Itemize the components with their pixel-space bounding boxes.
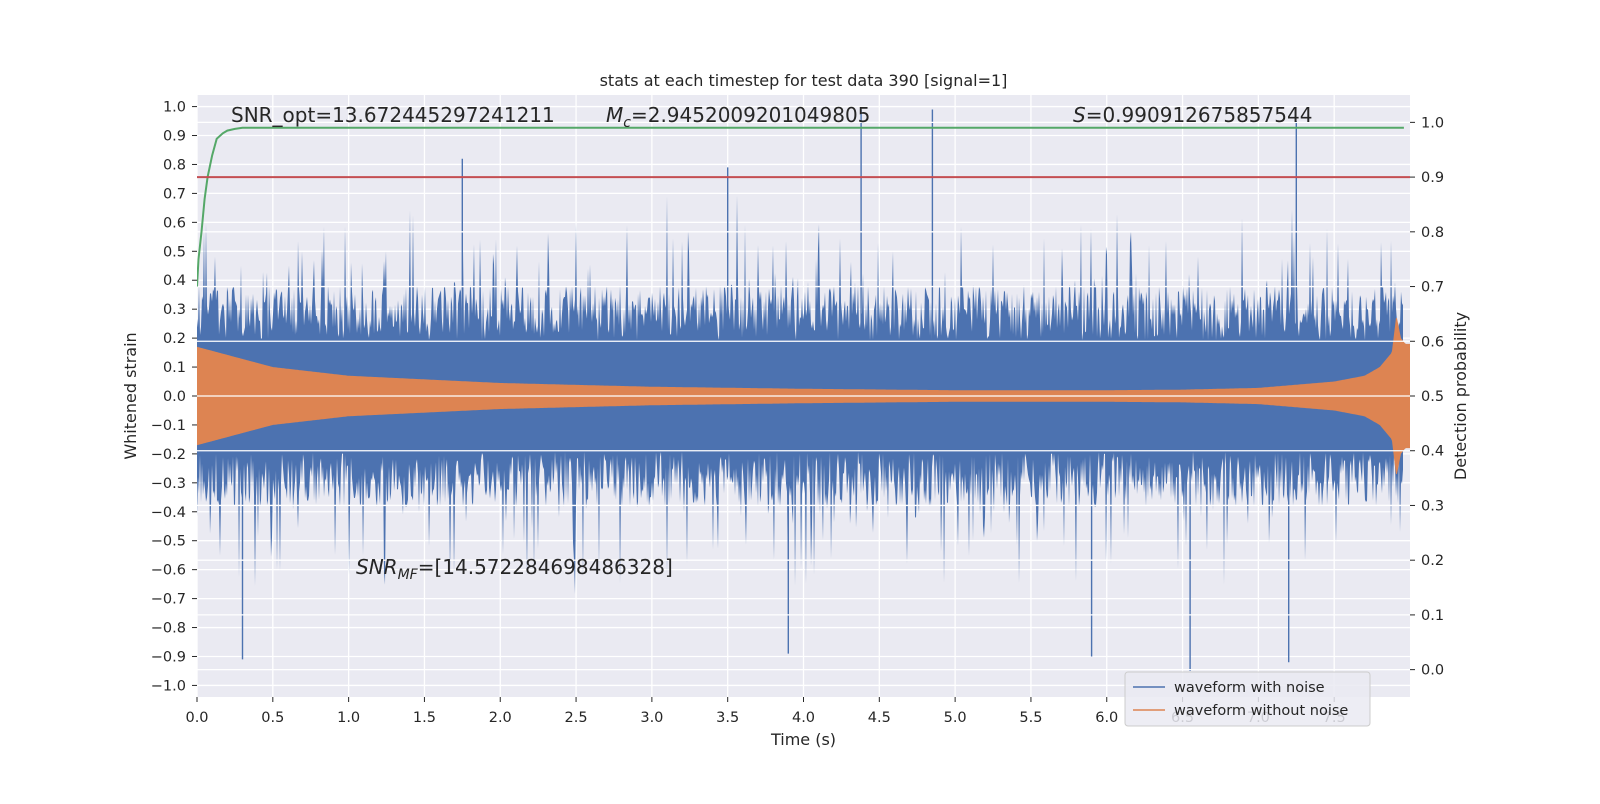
y2-tick-label-2: 0.8 bbox=[1421, 225, 1444, 241]
y2-tick-label-10: 0.0 bbox=[1421, 663, 1444, 679]
x-tick-label-9: 4.5 bbox=[868, 710, 891, 726]
x-tick-label-0: 0.0 bbox=[185, 710, 208, 726]
y-tick-label-3: 0.7 bbox=[163, 186, 186, 202]
annotation-snr-opt: SNR_opt=13.672445297241211 bbox=[231, 103, 555, 127]
y2-tick-label-4: 0.6 bbox=[1421, 334, 1444, 350]
x-tick-label-2: 1.0 bbox=[337, 710, 360, 726]
y-tick-label-10: 0.0 bbox=[163, 389, 186, 405]
legend-label-waveform-without-noise: waveform without noise bbox=[1174, 703, 1348, 719]
y-tick-label-11: −0.1 bbox=[151, 418, 186, 434]
x-tick-label-10: 5.0 bbox=[944, 710, 967, 726]
x-tick-label-4: 2.0 bbox=[489, 710, 512, 726]
y-tick-label-13: −0.3 bbox=[151, 476, 186, 492]
y-tick-label-4: 0.6 bbox=[163, 215, 186, 231]
legend: waveform with noise waveform without noi… bbox=[1124, 671, 1371, 727]
overlay-grid bbox=[197, 121, 1410, 671]
x-tick-label-7: 3.5 bbox=[716, 710, 739, 726]
y-tick-label-8: 0.2 bbox=[163, 331, 186, 347]
annotation-s-value: =0.990912675857544 bbox=[1086, 103, 1313, 127]
x-tick-label-3: 1.5 bbox=[413, 710, 436, 726]
x-tick-label-8: 4.0 bbox=[792, 710, 815, 726]
y2-axis-label: Detection probability bbox=[1451, 312, 1470, 480]
x-tick-label-11: 5.5 bbox=[1019, 710, 1042, 726]
annotation-snr-mf-subscript: MF bbox=[398, 567, 419, 583]
y-tick-label-2: 0.8 bbox=[163, 157, 186, 173]
y-tick-label-1: 0.9 bbox=[163, 129, 186, 145]
chart-title: stats at each timestep for test data 390… bbox=[600, 71, 1008, 90]
y-tick-label-18: −0.8 bbox=[151, 621, 186, 637]
annotation-snr-mf-symbol: SNR bbox=[356, 555, 398, 579]
y2-tick-label-6: 0.4 bbox=[1421, 444, 1444, 460]
y2-tick-label-7: 0.3 bbox=[1421, 498, 1444, 514]
x-tick-label-5: 2.5 bbox=[565, 710, 588, 726]
annotation-chirp-mass-subscript: c bbox=[623, 115, 631, 131]
y-axis-label: Whitened strain bbox=[121, 332, 140, 459]
y-tick-label-0: 1.0 bbox=[163, 100, 186, 116]
y-axis-left: 1.0 0.9 0.8 0.7 0.6 0.5 0.4 0.3 0.2 0.1 0.0 −0.1 −0.… bbox=[151, 100, 197, 694]
legend-label-waveform-with-noise: waveform with noise bbox=[1174, 680, 1325, 696]
y2-tick-label-5: 0.5 bbox=[1421, 389, 1444, 405]
x-axis-label: Time (s) bbox=[770, 730, 836, 749]
y2-tick-label-3: 0.7 bbox=[1421, 280, 1444, 296]
y-tick-label-17: −0.7 bbox=[151, 592, 186, 608]
y-tick-label-12: −0.2 bbox=[151, 447, 186, 463]
y-tick-label-19: −0.9 bbox=[151, 649, 186, 665]
annotation-chirp-mass: Mc=2.9452009201049805 bbox=[606, 103, 870, 131]
y2-tick-label-0: 1.0 bbox=[1421, 115, 1444, 131]
y-tick-label-20: −1.0 bbox=[151, 678, 186, 694]
y-axis-right: 1.0 0.9 0.8 0.7 0.6 0.5 0.4 0.3 0.2 0.1 0.0 bbox=[1410, 115, 1444, 679]
x-tick-label-1: 0.5 bbox=[261, 710, 284, 726]
x-tick-label-12: 6.0 bbox=[1095, 710, 1118, 726]
y2-tick-label-1: 0.9 bbox=[1421, 170, 1444, 186]
y-tick-label-16: −0.6 bbox=[151, 563, 186, 579]
annotation-s: S=0.990912675857544 bbox=[1073, 103, 1312, 127]
annotation-s-symbol: S bbox=[1073, 103, 1086, 127]
y-tick-label-9: 0.1 bbox=[163, 360, 186, 376]
y2-tick-label-8: 0.2 bbox=[1421, 553, 1444, 569]
series-waveform-with-noise-spikes bbox=[241, 109, 1297, 671]
y-tick-label-15: −0.5 bbox=[151, 534, 186, 550]
y-tick-label-6: 0.4 bbox=[163, 273, 186, 289]
x-tick-label-6: 3.0 bbox=[640, 710, 663, 726]
annotation-chirp-mass-symbol: M bbox=[606, 103, 623, 127]
legend-box bbox=[1124, 671, 1371, 727]
annotation-snr-mf: SNRMF=[14.572284698486328] bbox=[356, 555, 673, 583]
annotation-snr-mf-value: =[14.572284698486328] bbox=[418, 555, 673, 579]
series-detection-probability bbox=[197, 126, 1404, 287]
annotation-chirp-mass-value: =2.9452009201049805 bbox=[631, 103, 870, 127]
y2-tick-label-9: 0.1 bbox=[1421, 608, 1444, 624]
y-tick-label-5: 0.5 bbox=[163, 244, 186, 260]
y-tick-label-7: 0.3 bbox=[163, 302, 186, 318]
y-tick-label-14: −0.4 bbox=[151, 505, 186, 521]
